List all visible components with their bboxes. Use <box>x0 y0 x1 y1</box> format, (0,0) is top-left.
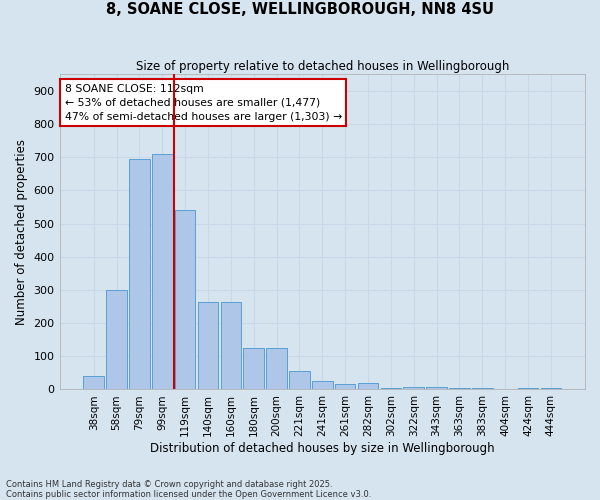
Bar <box>426 387 447 390</box>
Bar <box>358 384 378 390</box>
Bar <box>221 302 241 390</box>
Bar <box>403 387 424 390</box>
Text: 8 SOANE CLOSE: 112sqm
← 53% of detached houses are smaller (1,477)
47% of semi-d: 8 SOANE CLOSE: 112sqm ← 53% of detached … <box>65 84 342 122</box>
X-axis label: Distribution of detached houses by size in Wellingborough: Distribution of detached houses by size … <box>150 442 494 455</box>
Bar <box>244 348 264 390</box>
Bar <box>380 388 401 390</box>
Bar <box>106 290 127 390</box>
Bar <box>335 384 355 390</box>
Bar <box>152 154 173 390</box>
Bar <box>518 388 538 390</box>
Bar <box>312 381 332 390</box>
Bar <box>83 376 104 390</box>
Title: Size of property relative to detached houses in Wellingborough: Size of property relative to detached ho… <box>136 60 509 73</box>
Y-axis label: Number of detached properties: Number of detached properties <box>15 139 28 325</box>
Bar <box>541 388 561 390</box>
Text: Contains HM Land Registry data © Crown copyright and database right 2025.
Contai: Contains HM Land Registry data © Crown c… <box>6 480 371 499</box>
Bar <box>266 348 287 390</box>
Bar <box>472 388 493 390</box>
Text: 8, SOANE CLOSE, WELLINGBOROUGH, NN8 4SU: 8, SOANE CLOSE, WELLINGBOROUGH, NN8 4SU <box>106 2 494 18</box>
Bar <box>449 388 470 390</box>
Bar <box>198 302 218 390</box>
Bar <box>129 159 150 390</box>
Bar <box>175 210 196 390</box>
Bar <box>289 371 310 390</box>
